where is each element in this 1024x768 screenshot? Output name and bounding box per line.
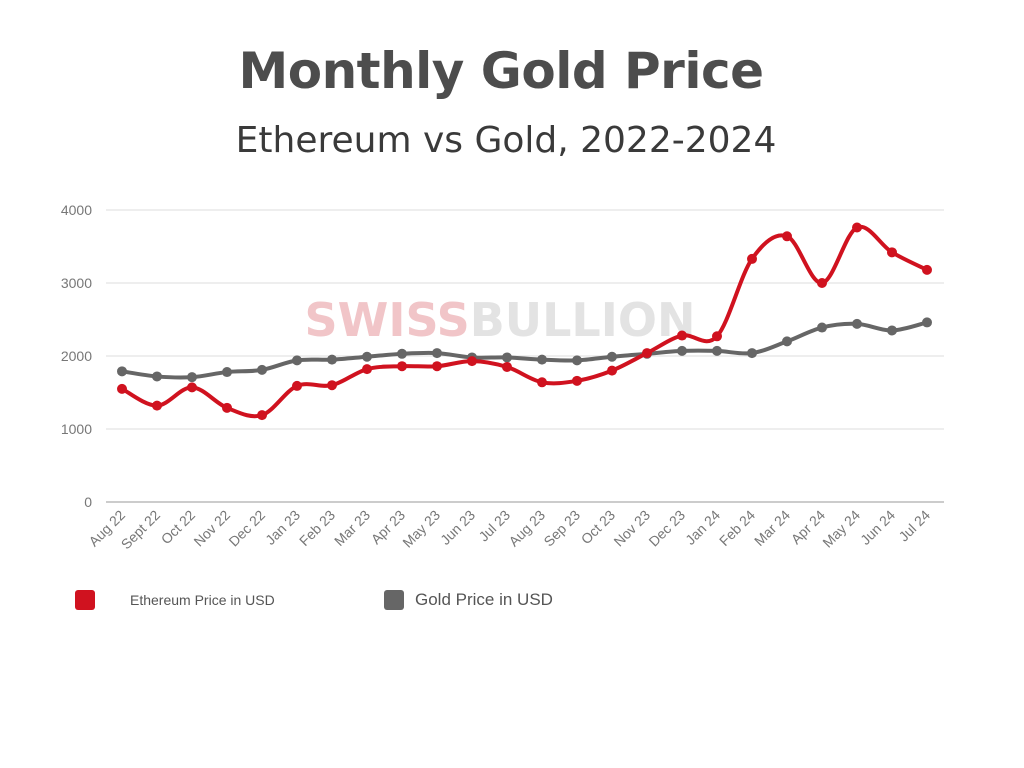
x-tick-label: Dec 23 xyxy=(645,507,688,550)
x-tick-label: May 23 xyxy=(399,507,443,551)
x-tick-label: Jul 24 xyxy=(895,507,933,545)
legend-item-gold: Gold Price in USD xyxy=(384,590,553,610)
x-tick-label: Nov 23 xyxy=(610,507,653,550)
data-point-ethereum xyxy=(537,377,547,388)
data-point-ethereum xyxy=(292,380,302,391)
y-tick-label: 3000 xyxy=(61,275,92,291)
legend-swatch-gold xyxy=(384,590,404,610)
y-tick-label: 4000 xyxy=(61,202,92,218)
data-point-gold xyxy=(187,372,197,383)
data-point-gold xyxy=(362,351,372,362)
x-tick-label: May 24 xyxy=(819,507,863,551)
data-point-gold xyxy=(537,354,547,365)
data-point-gold xyxy=(607,351,617,362)
data-point-ethereum xyxy=(712,331,722,342)
data-point-ethereum xyxy=(817,278,827,288)
data-point-gold xyxy=(397,348,407,359)
data-point-gold xyxy=(817,322,827,333)
data-point-ethereum xyxy=(152,400,162,411)
data-point-gold xyxy=(152,371,162,382)
data-point-gold xyxy=(222,367,232,378)
x-tick-label: Sept 22 xyxy=(118,507,164,553)
data-point-gold xyxy=(572,355,582,366)
data-point-ethereum xyxy=(607,365,617,376)
data-point-ethereum xyxy=(467,356,477,367)
y-tick-label: 2000 xyxy=(61,348,92,364)
x-tick-label: Feb 23 xyxy=(296,507,338,549)
data-point-ethereum xyxy=(747,253,757,264)
data-point-ethereum xyxy=(257,410,267,421)
watermark-logo: SWISSBULLION xyxy=(305,293,696,347)
data-point-gold xyxy=(782,336,792,347)
data-point-gold xyxy=(502,352,512,363)
x-tick-label: Aug 23 xyxy=(505,507,548,550)
x-tick-label: Nov 22 xyxy=(190,507,233,550)
data-point-ethereum xyxy=(432,361,442,372)
data-point-gold xyxy=(677,345,687,356)
chart-title: Monthly Gold Price xyxy=(238,42,764,100)
x-tick-label: Mar 23 xyxy=(331,507,373,549)
x-tick-label: Jan 23 xyxy=(262,507,303,548)
data-point-ethereum xyxy=(572,375,582,386)
data-point-ethereum xyxy=(117,383,127,394)
data-point-gold xyxy=(852,318,862,329)
legend-label-gold: Gold Price in USD xyxy=(415,590,553,609)
data-point-ethereum xyxy=(502,361,512,372)
x-tick-label: Mar 24 xyxy=(751,507,793,549)
chart-subtitle: Ethereum vs Gold, 2022-2024 xyxy=(235,120,777,161)
x-tick-label: Jun 24 xyxy=(857,507,898,548)
x-tick-label: Jun 23 xyxy=(437,507,478,548)
x-tick-label: Sep 23 xyxy=(540,507,583,550)
data-point-gold xyxy=(922,317,932,328)
data-point-ethereum xyxy=(642,348,652,359)
data-point-gold xyxy=(712,345,722,356)
y-tick-label: 1000 xyxy=(61,421,92,437)
legend-swatch-ethereum xyxy=(75,590,95,610)
data-point-ethereum xyxy=(782,231,792,242)
data-point-gold xyxy=(257,364,267,375)
data-point-gold xyxy=(887,325,897,336)
data-point-ethereum xyxy=(887,247,897,258)
x-tick-label: Feb 24 xyxy=(716,507,758,549)
x-tick-label: Dec 22 xyxy=(225,507,268,550)
data-point-gold xyxy=(327,354,337,365)
data-point-gold xyxy=(292,355,302,366)
data-point-gold xyxy=(432,348,442,359)
data-point-ethereum xyxy=(222,402,232,413)
data-point-gold xyxy=(117,366,127,377)
data-point-ethereum xyxy=(362,364,372,375)
data-point-ethereum xyxy=(397,361,407,372)
data-point-ethereum xyxy=(922,264,932,275)
data-point-ethereum xyxy=(187,382,197,393)
legend-label-ethereum: Ethereum Price in USD xyxy=(130,592,275,608)
y-tick-label: 0 xyxy=(84,494,92,510)
data-point-ethereum xyxy=(677,330,687,341)
x-tick-label: Jan 24 xyxy=(682,507,723,548)
legend-item-ethereum: Ethereum Price in USD xyxy=(75,590,275,610)
data-point-ethereum xyxy=(852,222,862,233)
data-point-ethereum xyxy=(327,380,337,391)
data-point-gold xyxy=(747,348,757,359)
